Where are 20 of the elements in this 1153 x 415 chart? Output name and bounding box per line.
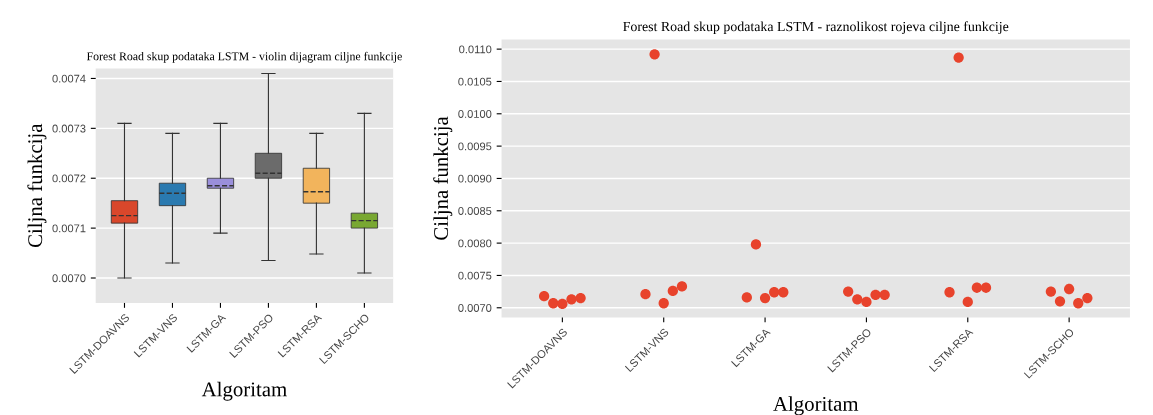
y-tick-label: 0.0074 (52, 74, 86, 83)
y-tick-label: 0.0073 (52, 124, 86, 133)
y-tick-label: 0.0080 (458, 239, 492, 248)
y-tick-label: 0.0071 (52, 224, 86, 233)
y-tick-label: 0.0070 (52, 274, 86, 283)
y-tick-label: 0.0072 (52, 174, 86, 183)
chart-title: Forest Road skup podataka LSTM - violin dijagram ciljne funkcije (86, 51, 402, 63)
y-tick-label: 0.0075 (458, 271, 492, 280)
chart-title: Forest Road skup podataka LSTM - raznolikost rojeva ciljne funkcije (623, 21, 1009, 35)
y-axis-title: Ciljna funkcija (433, 116, 453, 240)
y-tick-label: 0.0070 (458, 304, 492, 312)
y-tick-label: 0.0090 (458, 174, 492, 183)
y-axis-title: Ciljna funkcija (27, 123, 47, 248)
y-tick-label: 0.0105 (458, 77, 492, 86)
y-tick-label: 0.0100 (458, 110, 492, 118)
y-tick-label: 0.0085 (458, 207, 492, 215)
x-axis-title: Algoritam (773, 396, 859, 415)
y-tick-label: 0.0110 (459, 45, 492, 54)
y-tick-label: 0.0095 (458, 142, 492, 151)
x-axis-title: Algoritam (201, 381, 287, 401)
